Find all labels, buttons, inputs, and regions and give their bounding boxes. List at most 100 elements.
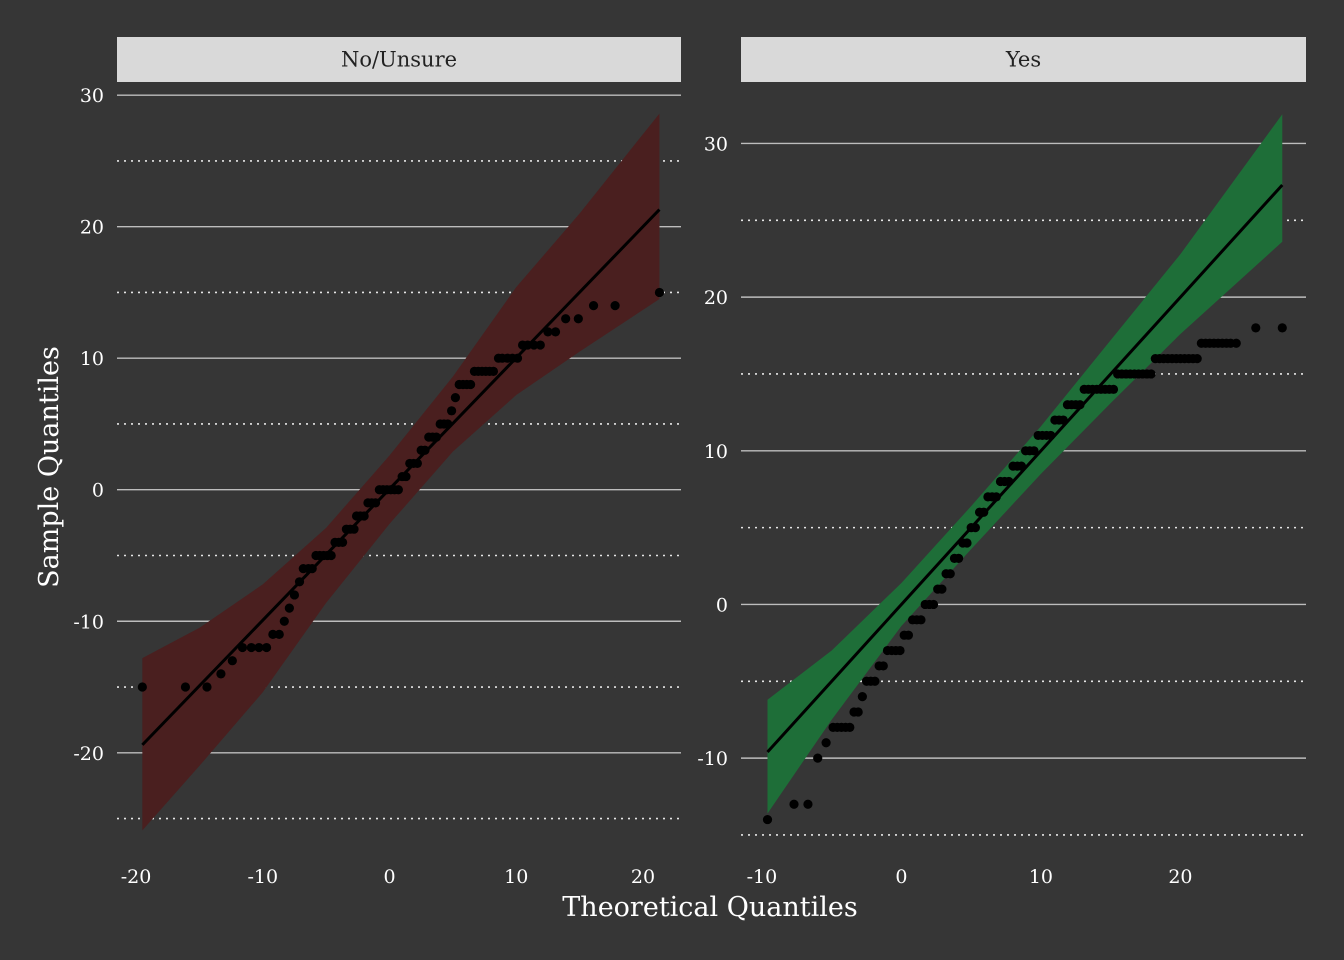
y-tick-label: 30: [704, 133, 728, 155]
data-point: [1075, 400, 1085, 410]
data-point: [821, 738, 831, 748]
data-point: [853, 707, 863, 717]
y-tick-label: -20: [73, 743, 104, 765]
data-point: [954, 553, 964, 563]
data-point: [488, 366, 499, 376]
data-point: [294, 577, 305, 587]
facet-strip: [741, 37, 1306, 82]
data-point: [857, 692, 867, 702]
data-point: [420, 445, 430, 455]
y-axis-title: Sample Quantiles: [34, 346, 65, 588]
data-point: [284, 603, 294, 613]
data-point: [550, 327, 561, 337]
data-point: [466, 379, 476, 390]
data-point: [370, 498, 381, 508]
data-point: [916, 615, 926, 625]
data-point: [274, 629, 284, 640]
x-tick-label: 20: [1168, 866, 1192, 888]
data-point: [401, 471, 411, 482]
data-point: [289, 590, 300, 600]
data-point: [1251, 323, 1261, 333]
y-tick-label: 30: [80, 85, 104, 107]
data-point: [1046, 430, 1056, 441]
x-tick-label: -10: [247, 866, 278, 888]
data-point: [446, 406, 457, 416]
data-point: [610, 300, 620, 311]
y-tick-label: 20: [704, 287, 728, 309]
x-tick-label: -20: [121, 866, 152, 888]
facet-strip-label: No/Unsure: [341, 48, 457, 72]
data-point: [523, 340, 533, 350]
panel-no-unsure: No/Unsure -20 -10 0 10 20 30 -20 -10 0 10 20: [73, 37, 681, 888]
data-point: [137, 682, 147, 692]
data-point: [979, 507, 989, 517]
data-point: [412, 458, 422, 469]
data-point: [359, 511, 369, 521]
data-point: [878, 661, 888, 671]
data-point: [1277, 323, 1287, 333]
facet-strip: [117, 37, 681, 82]
data-point: [246, 642, 256, 653]
data-point: [789, 799, 799, 809]
y-tick-label: 10: [704, 441, 728, 463]
data-point: [588, 300, 599, 311]
data-point: [535, 340, 545, 350]
data-point: [1108, 384, 1119, 394]
data-point: [762, 814, 773, 825]
data-point: [1016, 461, 1027, 471]
data-point: [561, 314, 571, 324]
data-point: [813, 753, 823, 763]
data-point: [227, 656, 237, 666]
data-point: [803, 799, 813, 809]
data-point: [237, 642, 248, 653]
data-point: [180, 682, 191, 692]
data-point: [431, 432, 441, 442]
facet-strip-label: Yes: [1005, 48, 1041, 72]
x-tick-label: 0: [895, 866, 907, 888]
y-tick-label: -10: [73, 611, 104, 633]
data-point: [202, 682, 212, 692]
data-point: [529, 340, 539, 350]
data-point: [326, 550, 336, 561]
data-point: [254, 642, 264, 653]
data-point: [991, 492, 1001, 502]
data-point: [1146, 369, 1156, 379]
facet-panels: No/Unsure -20 -10 0 10 20 30 -20 -10 0 10 20 Yes -10 0…: [73, 37, 1306, 888]
data-point: [928, 599, 939, 610]
y-tick-label: 0: [716, 594, 728, 616]
x-tick-label: -10: [747, 866, 778, 888]
y-tick-label: 0: [92, 480, 104, 502]
data-point: [512, 353, 523, 363]
data-point: [870, 676, 880, 686]
data-point: [1231, 338, 1241, 348]
data-point: [962, 538, 972, 548]
data-point: [279, 616, 289, 626]
data-point: [268, 629, 278, 640]
data-point: [845, 722, 855, 732]
data-point: [393, 485, 403, 495]
data-point: [937, 584, 947, 594]
data-point: [1029, 446, 1039, 456]
confidence-band: [142, 113, 660, 831]
data-point: [443, 419, 453, 429]
x-tick-label: 10: [1029, 866, 1053, 888]
data-point: [970, 523, 980, 533]
data-point: [349, 524, 359, 534]
x-axis-title: Theoretical Quantiles: [562, 892, 857, 923]
x-tick-label: 0: [383, 866, 395, 888]
data-point: [945, 569, 955, 579]
data-point: [1192, 353, 1202, 364]
data-point: [261, 642, 272, 653]
panel-yes: Yes -10 0 10 20 30 -10 0 10 20: [697, 37, 1306, 888]
data-point: [338, 537, 348, 547]
x-tick-label: 20: [631, 866, 655, 888]
data-point: [1004, 476, 1014, 487]
data-point: [903, 630, 914, 640]
data-point: [543, 327, 553, 337]
data-point: [307, 564, 317, 574]
y-tick-label: 10: [80, 348, 104, 370]
x-tick-label: 10: [504, 866, 528, 888]
data-point: [1058, 415, 1068, 425]
